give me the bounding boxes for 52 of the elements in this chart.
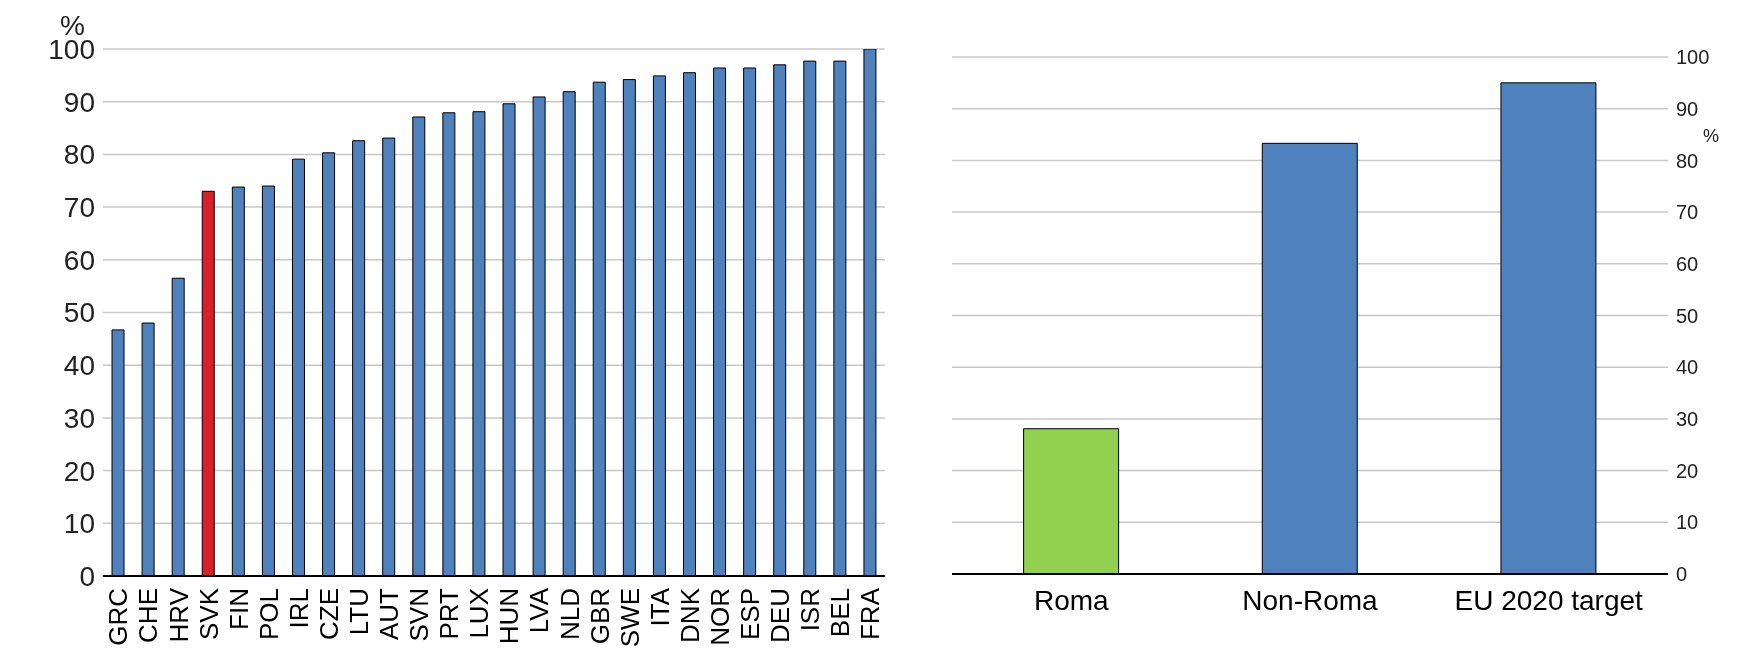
- x-tick-label: CHE: [133, 588, 164, 643]
- y-tick-label: 20: [1676, 459, 1699, 482]
- x-tick-label: CZE: [313, 588, 344, 640]
- x-tick-label: GBR: [584, 588, 615, 645]
- x-tick-label: PRT: [434, 587, 465, 640]
- x-tick-label: ITA: [644, 587, 675, 627]
- y-tick-label: 90: [1676, 97, 1699, 120]
- x-tick-label: ESP: [735, 588, 766, 641]
- x-tick-label: Roma: [1033, 585, 1110, 616]
- x-tick-label: LTU: [344, 588, 375, 636]
- y-axis-title: %: [1703, 126, 1720, 147]
- x-tick-label: HRV: [163, 587, 194, 643]
- x-tick-label: LVA: [524, 587, 555, 634]
- x-tick-label: Non-Roma: [1242, 585, 1379, 616]
- y-tick-label: 50: [1676, 304, 1699, 327]
- y-tick-label: 60: [1676, 252, 1699, 275]
- y-tick-label: 30: [1676, 408, 1699, 430]
- y-tick-label: 10: [63, 508, 95, 540]
- x-tick-label: SVK: [193, 587, 224, 641]
- y-tick-label: 100: [1676, 46, 1710, 69]
- y-tick-label: 90: [63, 86, 95, 118]
- y-tick-label: 70: [1676, 201, 1699, 224]
- y-tick-label: 80: [1676, 149, 1699, 172]
- y-tick-label: 40: [1676, 356, 1699, 379]
- x-tick-label: NOR: [704, 588, 735, 646]
- y-tick-label: 30: [63, 402, 95, 434]
- x-tick-label: DNK: [674, 587, 705, 643]
- y-axis-title: %: [60, 10, 85, 41]
- y-tick-label: 20: [63, 455, 95, 487]
- y-tick-label: 50: [63, 297, 95, 329]
- x-tick-label: EU 2020 target: [1454, 585, 1644, 616]
- x-tick-label: POL: [253, 588, 284, 641]
- x-tick-label: SVN: [404, 588, 435, 642]
- x-tick-label: FIN: [223, 588, 254, 630]
- y-tick-label: 0: [1676, 563, 1688, 586]
- x-tick-label: NLD: [554, 588, 585, 641]
- x-tick-label: AUT: [374, 587, 405, 640]
- x-tick-label: SWE: [614, 588, 645, 648]
- y-tick-label: 80: [63, 139, 95, 171]
- y-tick-label: 70: [63, 192, 95, 224]
- x-tick-label: HUN: [494, 588, 525, 645]
- x-tick-label: FRA: [855, 587, 886, 640]
- y-tick-label: 0: [79, 560, 95, 592]
- x-tick-label: BEL: [825, 588, 856, 638]
- x-tick-label: GRC: [103, 588, 134, 646]
- x-tick-label: ISR: [795, 588, 826, 632]
- x-tick-label: IRL: [283, 588, 314, 629]
- x-tick-label: LUX: [464, 588, 495, 639]
- y-tick-label: 60: [63, 244, 95, 276]
- y-tick-label: 40: [63, 350, 95, 382]
- x-tick-label: DEU: [765, 588, 796, 643]
- y-tick-label: 10: [1676, 511, 1699, 534]
